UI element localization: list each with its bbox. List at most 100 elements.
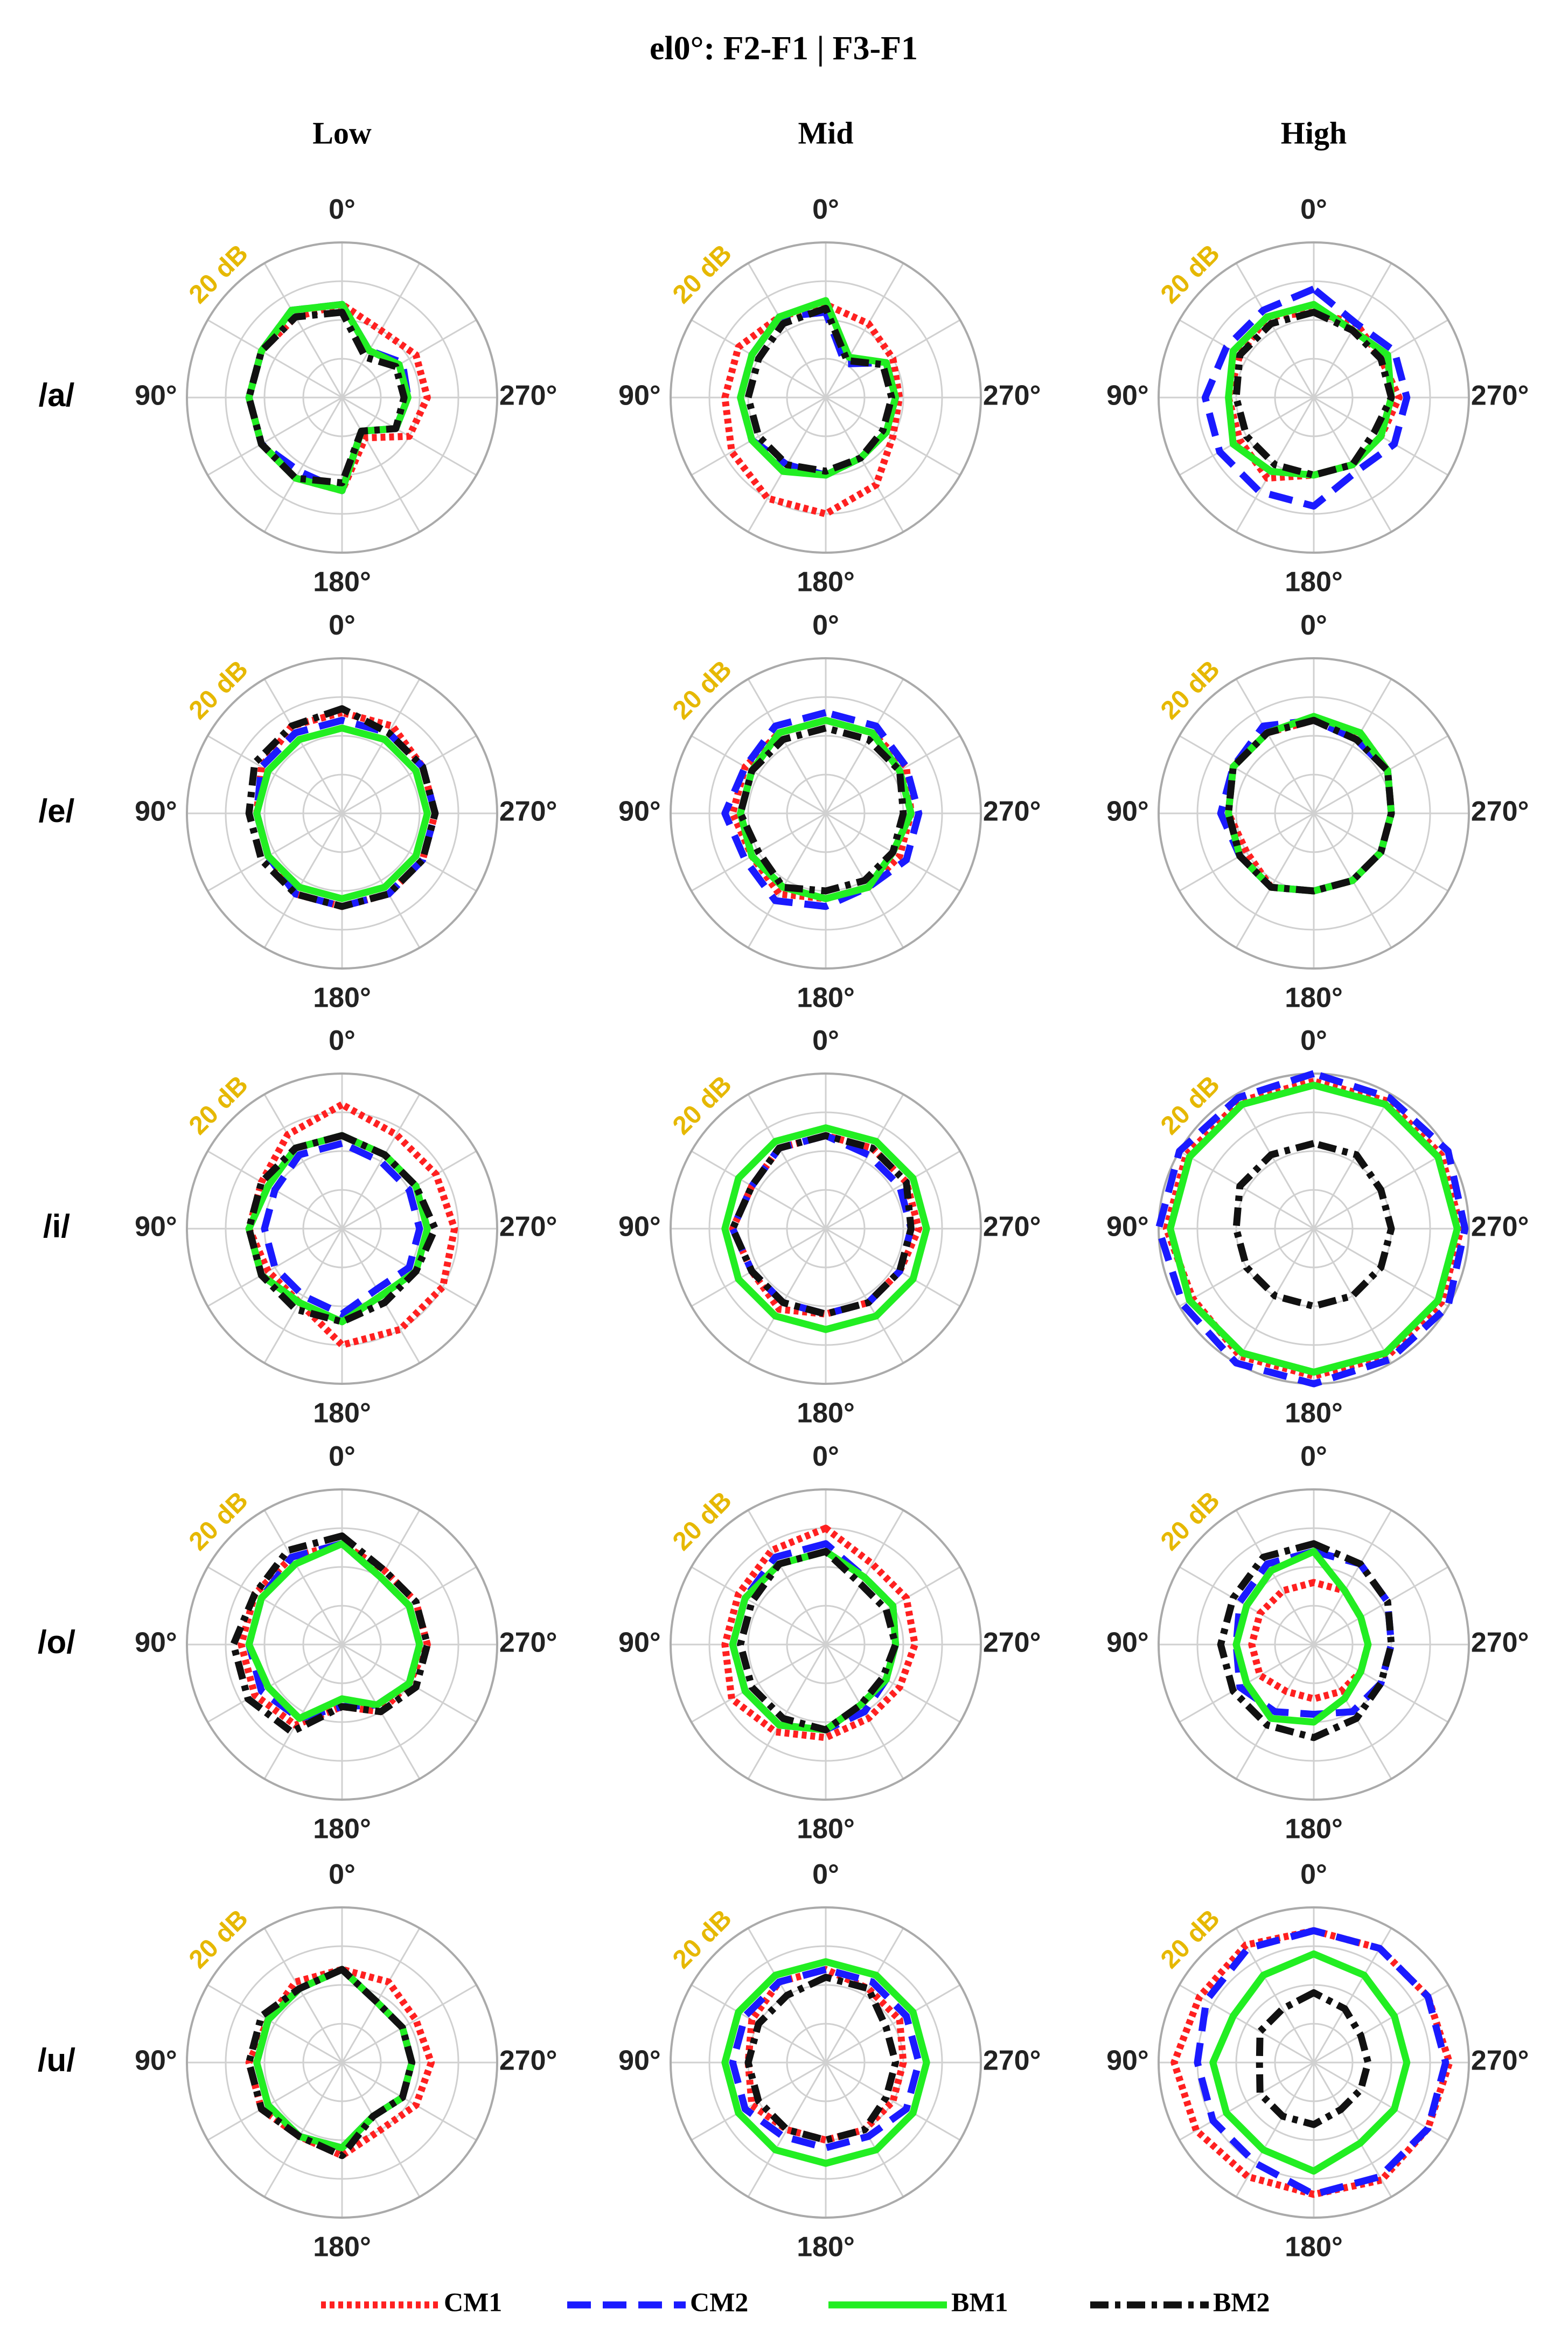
- series-line: [729, 1966, 923, 2151]
- series-line: [1225, 716, 1395, 895]
- theta-tick-label: 270°: [983, 380, 1041, 412]
- theta-tick-label: 180°: [1285, 1813, 1343, 1844]
- ring: [1196, 1527, 1431, 1762]
- series-line: [245, 1132, 431, 1326]
- r-tick-label: 20 dB: [667, 655, 737, 725]
- theta-tick-label: 270°: [983, 2045, 1041, 2077]
- series-line: [1201, 285, 1411, 510]
- r-tick-label: 20 dB: [667, 1904, 737, 1974]
- theta-tick-label: 0°: [1300, 1441, 1327, 1472]
- ring: [670, 657, 982, 970]
- ring: [708, 1111, 943, 1346]
- theta-tick-label: 180°: [1285, 566, 1343, 597]
- ring: [225, 1111, 459, 1346]
- series-line: [1248, 1579, 1372, 1703]
- series-line: [721, 1124, 930, 1333]
- theta-tick-label: 0°: [329, 1859, 356, 1890]
- theta-tick-label: 180°: [1285, 1397, 1343, 1429]
- r-tick-label: 20 dB: [667, 1486, 737, 1556]
- ring: [786, 358, 866, 437]
- theta-tick-label: 270°: [1471, 1211, 1529, 1243]
- series-line: [245, 705, 439, 910]
- ring: [1274, 358, 1354, 437]
- theta-tick-label: 90°: [1106, 380, 1149, 412]
- r-tick-label: 20 dB: [1155, 239, 1225, 309]
- theta-tick-label: 180°: [797, 566, 855, 597]
- theta-tick-label: 90°: [618, 1211, 661, 1243]
- ring: [1158, 241, 1470, 554]
- series-line: [729, 1132, 923, 1318]
- theta-tick-label: 90°: [1106, 1627, 1149, 1659]
- theta-tick-label: 90°: [135, 1211, 177, 1243]
- theta-tick-label: 0°: [329, 1025, 356, 1056]
- theta-tick-label: 270°: [1471, 1627, 1529, 1659]
- theta-tick-label: 90°: [135, 380, 177, 412]
- theta-tick-label: 180°: [797, 982, 855, 1013]
- theta-tick-label: 90°: [618, 1627, 661, 1659]
- series-line: [744, 304, 895, 475]
- ring: [1196, 1111, 1431, 1346]
- legend-label: CM1: [444, 2287, 502, 2317]
- ring: [186, 1072, 498, 1385]
- theta-tick-label: 270°: [983, 1211, 1041, 1243]
- series-line: [1209, 1950, 1411, 2175]
- row-label: /o/: [38, 1624, 75, 1660]
- series-line: [1232, 1548, 1395, 1718]
- ring: [786, 774, 866, 853]
- ring: [302, 774, 382, 853]
- series-line: [1232, 309, 1395, 479]
- theta-tick-label: 90°: [1106, 1211, 1149, 1243]
- theta-tick-label: 180°: [1285, 2231, 1343, 2262]
- theta-tick-label: 270°: [1471, 380, 1529, 412]
- theta-tick-label: 90°: [135, 796, 177, 827]
- ring: [670, 1072, 982, 1385]
- column-label: Mid: [798, 115, 853, 150]
- ring: [786, 1605, 866, 1684]
- theta-tick-label: 0°: [329, 194, 356, 225]
- ring: [186, 1906, 498, 2219]
- series-line: [1194, 1927, 1449, 2198]
- ring: [302, 1189, 382, 1269]
- legend-label: BM2: [1213, 2287, 1270, 2317]
- theta-tick-label: 270°: [499, 1627, 557, 1659]
- ring: [1235, 1984, 1392, 2141]
- theta-tick-label: 270°: [499, 380, 557, 412]
- ring: [747, 1566, 904, 1723]
- theta-tick-label: 270°: [499, 1211, 557, 1243]
- series-line: [245, 1966, 416, 2159]
- series-line: [1167, 1082, 1461, 1376]
- series-line: [1155, 1070, 1469, 1388]
- ring: [302, 1605, 382, 1684]
- column-label: Low: [312, 115, 372, 150]
- ring: [670, 1906, 982, 2219]
- theta-tick-label: 0°: [1300, 194, 1327, 225]
- theta-tick-label: 0°: [1300, 1859, 1327, 1890]
- r-tick-label: 20 dB: [1155, 655, 1225, 725]
- series-line: [721, 301, 903, 518]
- theta-tick-label: 180°: [797, 1397, 855, 1429]
- series-line: [721, 1958, 930, 2167]
- theta-tick-label: 270°: [1471, 2045, 1529, 2077]
- theta-tick-label: 180°: [313, 2231, 371, 2262]
- theta-tick-label: 90°: [1106, 796, 1149, 827]
- series-line: [721, 1524, 919, 1741]
- ring: [186, 657, 498, 970]
- series-line: [229, 1532, 431, 1736]
- r-tick-label: 20 dB: [1155, 1486, 1225, 1556]
- ring: [786, 2023, 866, 2102]
- ring: [1196, 280, 1431, 515]
- theta-tick-label: 270°: [983, 1627, 1041, 1659]
- theta-tick-label: 0°: [329, 1441, 356, 1472]
- theta-tick-label: 90°: [135, 1627, 177, 1659]
- theta-tick-label: 0°: [1300, 610, 1327, 641]
- column-label: High: [1281, 115, 1347, 150]
- theta-tick-label: 90°: [618, 796, 661, 827]
- series-line: [245, 1540, 423, 1722]
- series-line: [1256, 1989, 1372, 2128]
- theta-tick-label: 90°: [618, 380, 661, 412]
- legend-label: BM1: [951, 2287, 1008, 2317]
- row-label: /u/: [38, 2042, 75, 2078]
- ring: [708, 280, 943, 515]
- r-tick-label: 20 dB: [667, 1070, 737, 1140]
- figure-title: el0°: F2-F1 | F3-F1: [650, 30, 918, 67]
